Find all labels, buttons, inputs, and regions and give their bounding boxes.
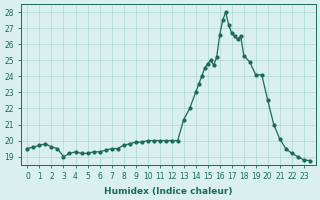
X-axis label: Humidex (Indice chaleur): Humidex (Indice chaleur) bbox=[104, 187, 233, 196]
